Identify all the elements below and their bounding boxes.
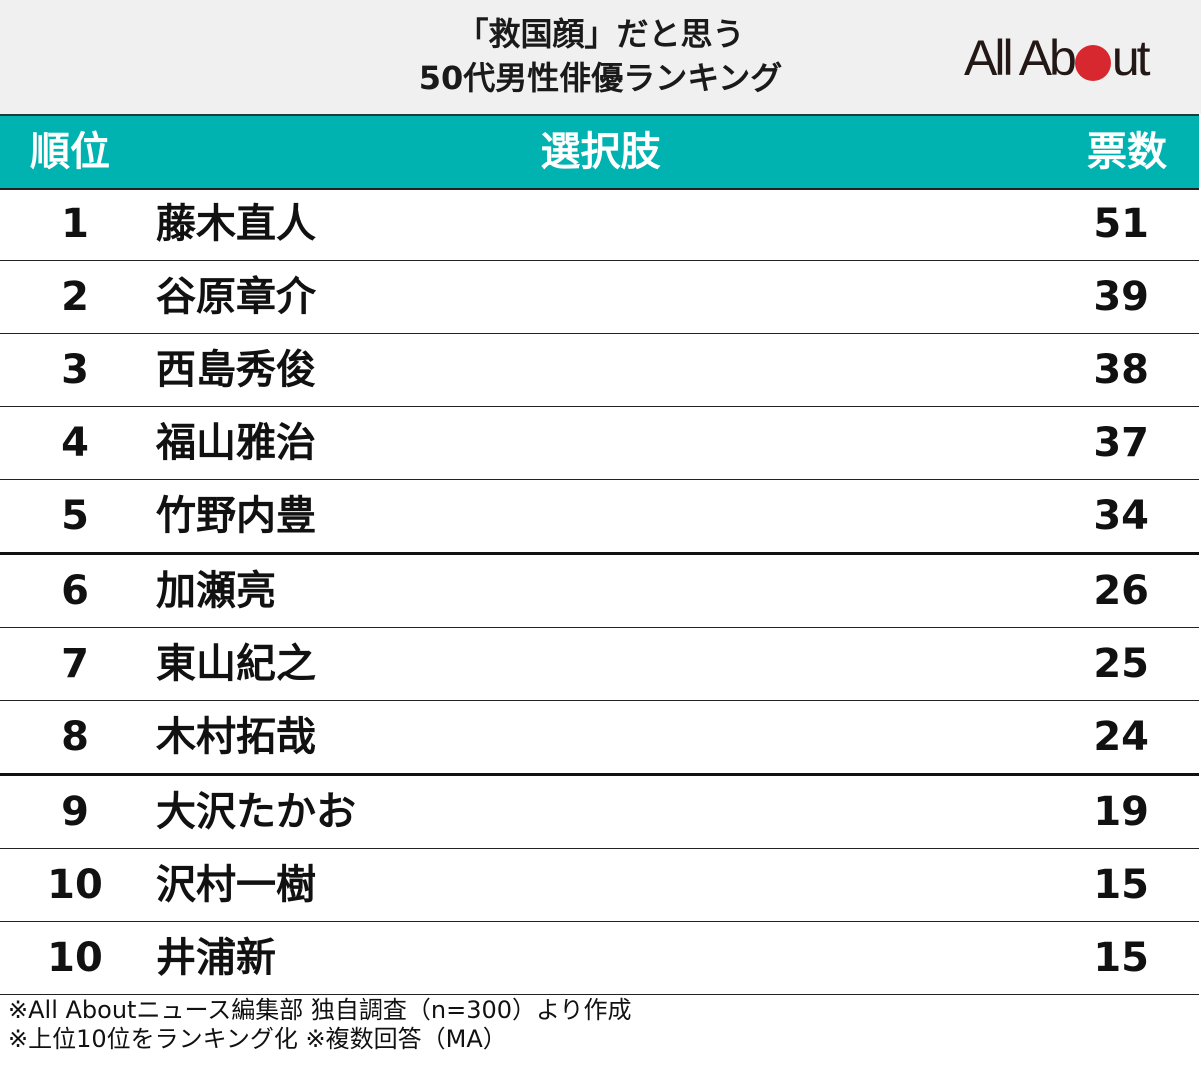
rank-cell: 4 — [61, 420, 89, 466]
name-cell: 木村拓哉 — [156, 714, 316, 760]
rank-cell: 6 — [61, 568, 89, 614]
votes-cell: 34 — [1093, 493, 1149, 539]
votes-cell: 37 — [1093, 420, 1149, 466]
rank-cell: 7 — [61, 641, 89, 687]
table-row: 2 谷原章介 39 — [0, 261, 1199, 334]
page-title: 「救国顔」だと思う 50代男性俳優ランキング — [0, 12, 1201, 100]
logo-red-dot-icon — [1074, 45, 1111, 81]
table-row: 8 木村拓哉 24 — [0, 701, 1199, 776]
logo-text-left: All Ab — [964, 30, 1077, 86]
table-row: 6 加瀬亮 26 — [0, 555, 1199, 628]
rank-cell: 3 — [61, 347, 89, 393]
column-header-votes: 票数 — [1087, 129, 1167, 175]
votes-cell: 15 — [1093, 935, 1149, 981]
table-row: 9 大沢たかお 19 — [0, 776, 1199, 849]
allabout-logo: All Ab ut — [964, 30, 1151, 86]
name-cell: 竹野内豊 — [156, 493, 316, 539]
footnotes: ※All Aboutニュース編集部 独自調査（n=300）より作成 ※上位10位… — [8, 996, 632, 1054]
table-row: 4 福山雅治 37 — [0, 407, 1199, 480]
rank-cell: 5 — [61, 493, 89, 539]
votes-cell: 19 — [1093, 789, 1149, 835]
rank-cell: 10 — [47, 935, 103, 981]
votes-cell: 39 — [1093, 274, 1149, 320]
name-cell: 東山紀之 — [156, 641, 316, 687]
name-cell: 谷原章介 — [156, 274, 316, 320]
votes-cell: 24 — [1093, 714, 1149, 760]
rank-cell: 1 — [61, 201, 89, 247]
rank-cell: 2 — [61, 274, 89, 320]
name-cell: 大沢たかお — [156, 789, 356, 835]
votes-cell: 51 — [1093, 201, 1149, 247]
votes-cell: 15 — [1093, 862, 1149, 908]
header: 「救国顔」だと思う 50代男性俳優ランキング All Ab ut — [0, 0, 1201, 114]
table-row: 3 西島秀俊 38 — [0, 334, 1199, 407]
rank-cell: 9 — [61, 789, 89, 835]
table-row: 1 藤木直人 51 — [0, 188, 1199, 261]
table-row: 10 沢村一樹 15 — [0, 849, 1199, 922]
rank-cell: 8 — [61, 714, 89, 760]
table-header: 選択肢 順位 票数 — [0, 114, 1199, 190]
column-header-rank: 順位 — [30, 129, 110, 175]
table-row: 7 東山紀之 25 — [0, 628, 1199, 701]
name-cell: 加瀬亮 — [156, 568, 276, 614]
title-line-2: 50代男性俳優ランキング — [418, 59, 783, 97]
table-row: 5 竹野内豊 34 — [0, 480, 1199, 555]
title-line-1: 「救国顔」だと思う — [456, 15, 745, 53]
name-cell: 井浦新 — [156, 935, 276, 981]
name-cell: 藤木直人 — [156, 201, 316, 247]
name-cell: 沢村一樹 — [156, 862, 316, 908]
name-cell: 福山雅治 — [156, 420, 316, 466]
votes-cell: 26 — [1093, 568, 1149, 614]
footnote-method: ※上位10位をランキング化 ※複数回答（MA） — [8, 1025, 507, 1053]
votes-cell: 38 — [1093, 347, 1149, 393]
logo-text-right: ut — [1111, 30, 1151, 86]
rank-cell: 10 — [47, 862, 103, 908]
column-header-choice: 選択肢 — [540, 129, 661, 175]
ranking-table-body: 1 藤木直人 51 2 谷原章介 39 3 西島秀俊 38 4 福山雅治 3 7 … — [0, 188, 1199, 995]
votes-cell: 25 — [1093, 641, 1149, 687]
name-cell: 西島秀俊 — [156, 347, 316, 393]
table-row: 10 井浦新 15 — [0, 922, 1199, 995]
footnote-source: ※All Aboutニュース編集部 独自調査（n=300）より作成 — [8, 996, 632, 1024]
